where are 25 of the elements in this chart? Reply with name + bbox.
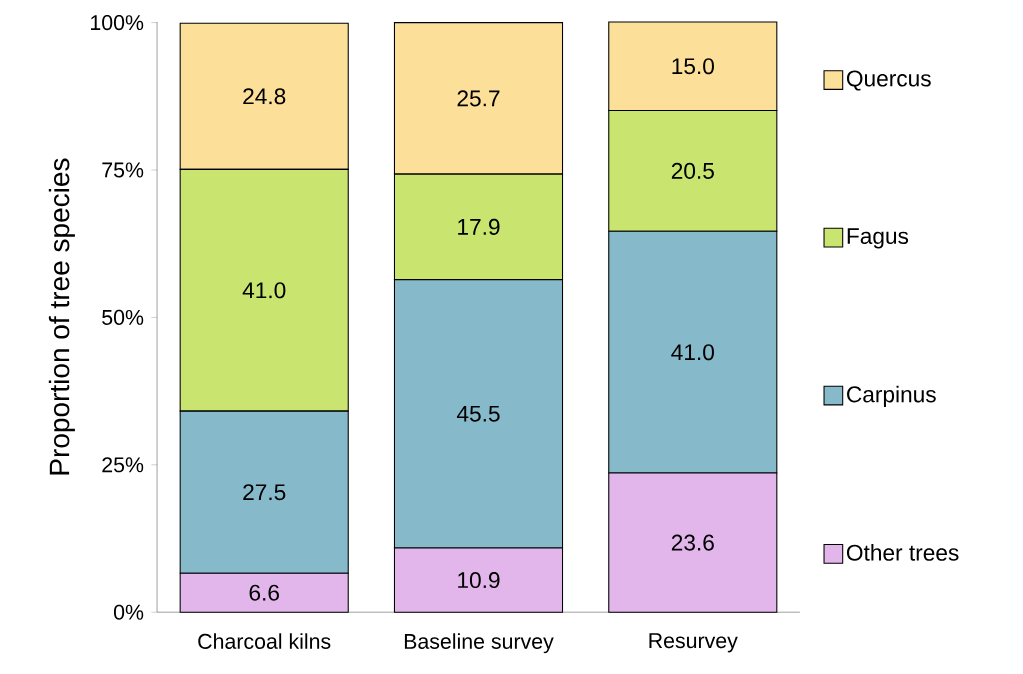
y-tick-label: 100% bbox=[91, 14, 144, 31]
legend-label: Fagus bbox=[847, 228, 909, 249]
data-label: 41.0 bbox=[671, 344, 714, 361]
legend-label: Carpinus bbox=[847, 385, 936, 407]
data-label: 41.0 bbox=[242, 282, 286, 299]
y-tick-label: 75% bbox=[102, 162, 144, 178]
data-label: 6.6 bbox=[249, 584, 279, 601]
legend-label: Other trees bbox=[846, 543, 959, 561]
data-label: 20.5 bbox=[671, 162, 714, 179]
data-label: 23.6 bbox=[671, 534, 714, 551]
y-tick-label: 50% bbox=[102, 309, 144, 325]
x-tick-label: Baseline survey bbox=[404, 633, 554, 654]
x-tick-label: Resurvey bbox=[649, 633, 738, 653]
y-tick-label: 0% bbox=[113, 604, 144, 620]
y-axis-title: Proportion of tree species bbox=[48, 158, 75, 475]
data-label: 25.7 bbox=[457, 90, 500, 107]
data-label: 17.9 bbox=[458, 218, 500, 235]
legend-label: Quercus bbox=[846, 70, 931, 91]
data-label: 24.8 bbox=[243, 88, 286, 105]
data-label: 27.5 bbox=[243, 484, 286, 501]
data-label: 10.9 bbox=[458, 571, 500, 588]
data-label: 15.0 bbox=[672, 58, 714, 75]
y-tick-label: 25% bbox=[102, 457, 144, 473]
x-tick-label: Charcoal kilns bbox=[198, 633, 331, 649]
data-label: 45.5 bbox=[456, 405, 500, 422]
